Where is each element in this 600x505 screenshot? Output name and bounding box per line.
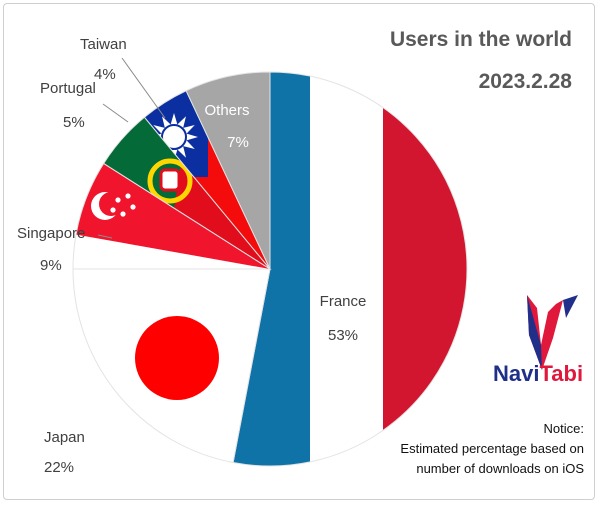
chart-frame <box>3 3 595 500</box>
label-taiwan-name: Taiwan <box>80 36 127 53</box>
leader-portugal <box>102 103 129 123</box>
slice-outline-others <box>185 71 271 270</box>
label-portugal-value: 5% <box>63 114 85 131</box>
label-singapore-value: 9% <box>40 257 62 274</box>
label-taiwan-value: 4% <box>94 66 116 83</box>
brand-name: NaviTabi <box>493 361 583 386</box>
label-singapore-name: Singapore <box>17 225 85 242</box>
navitabi-logo-icon <box>527 295 578 370</box>
notice-line-2: number of downloads on iOS <box>416 461 584 476</box>
label-japan-value: 22% <box>44 459 74 476</box>
label-portugal-name: Portugal <box>40 80 96 97</box>
slice-japan <box>73 269 270 463</box>
slice-outline-japan <box>72 268 271 464</box>
slice-outline-singapore <box>72 162 272 270</box>
leader-taiwan <box>121 57 166 119</box>
notice-line-1: Estimated percentage based on <box>400 441 584 456</box>
chart-subtitle: 2023.2.28 <box>479 70 573 93</box>
label-others-value: 7% <box>227 134 249 151</box>
slice-outline-france <box>232 71 468 467</box>
notice-heading: Notice: <box>544 421 584 436</box>
leader-singapore <box>97 234 113 239</box>
pie-slices <box>72 71 468 467</box>
label-japan-name: Japan <box>44 429 85 446</box>
label-france-value: 53% <box>328 327 358 344</box>
brand-part-tabi: Tabi <box>539 361 583 386</box>
brand-part-navi: Navi <box>493 361 539 386</box>
chart-title: Users in the world <box>390 28 572 51</box>
label-france-name: France <box>320 293 367 310</box>
leader-lines <box>97 57 166 239</box>
label-others-name: Others <box>204 102 249 119</box>
